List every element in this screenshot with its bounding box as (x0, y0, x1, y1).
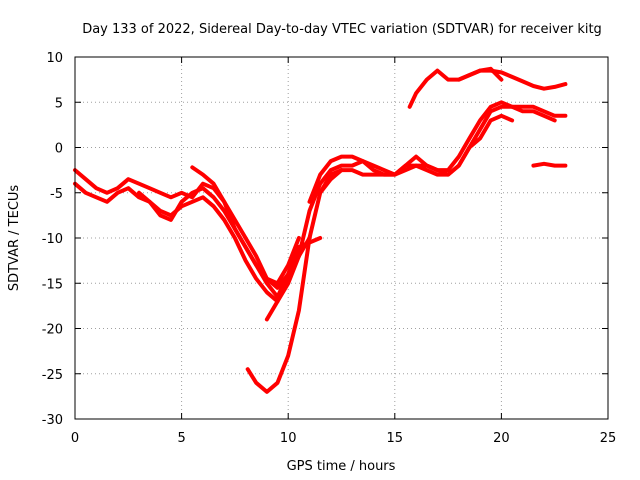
y-tick-label: -25 (42, 368, 63, 383)
y-tick-label: -30 (42, 413, 63, 428)
x-tick-label: 5 (177, 431, 185, 446)
y-tick-label: -15 (42, 277, 63, 292)
series-line-trace-7 (296, 104, 568, 259)
y-axis-title: SDTVAR / TECUs (7, 185, 22, 292)
series-line-trace-8 (307, 100, 557, 204)
series-line-trace-2 (73, 181, 301, 304)
x-axis-title: GPS time / hours (287, 459, 396, 474)
series-line-trace-10 (407, 66, 504, 109)
x-tick-label: 10 (280, 431, 297, 446)
series-line-trace-11 (456, 68, 568, 91)
y-tick-label: 0 (55, 142, 63, 157)
y-tick-label: 5 (55, 96, 63, 111)
x-tick-label: 0 (71, 431, 79, 446)
y-tick-label: -20 (42, 323, 63, 338)
y-tick-label: -5 (50, 187, 63, 202)
series-line-trace-6 (245, 168, 344, 394)
x-tick-label: 25 (600, 431, 617, 446)
tick-layer: 0 5 10 15 20 25 -30 -25 -20 -15 -10 -5 0 5 10 (42, 51, 617, 446)
series-line-trace-3 (137, 186, 301, 290)
x-tick-label: 15 (387, 431, 404, 446)
y-tick-label: -10 (42, 232, 63, 247)
series-line-trace-9 (318, 113, 515, 195)
chart-title: Day 133 of 2022, Sidereal Day-to-day VTE… (82, 22, 602, 37)
series-line-trace-1 (73, 168, 301, 286)
x-tick-label: 20 (493, 431, 510, 446)
series-line-trace-5 (264, 236, 323, 322)
series-layer (73, 66, 568, 394)
series-line-trace-12 (531, 161, 568, 168)
y-tick-label: 10 (46, 51, 63, 66)
